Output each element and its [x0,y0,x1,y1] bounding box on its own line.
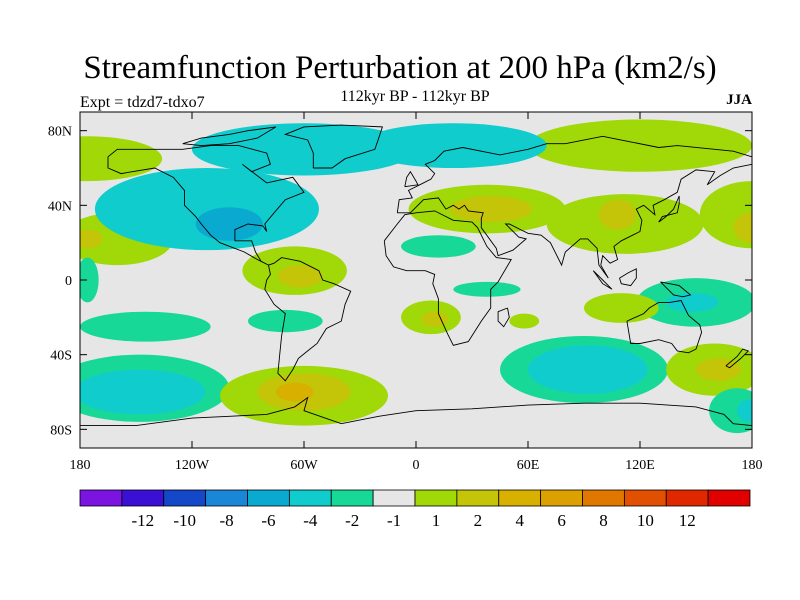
contour-region [192,123,416,176]
colorbar-label: -4 [303,511,318,530]
colorbar-label: 10 [637,511,654,530]
coastline-segment [80,396,752,427]
contour-region [666,293,719,312]
coastline-segment [619,268,637,287]
colorbar: -12 -10 -8 -6 -4 -2 -1 1 2 4 6 8 10 12 [79,489,751,530]
colorbar-swatch [288,489,332,507]
contour-region [80,136,163,182]
x-tick-label: 60W [290,458,318,473]
colorbar-swatch [330,489,374,507]
x-tick-label: 60E [517,458,540,473]
colorbar-label: -1 [387,511,401,530]
colorbar-swatch [205,489,248,507]
coastline-segment [658,195,680,223]
colorbar-label: 6 [557,511,566,530]
coastline-segment [725,348,750,369]
colorbar-label: -8 [219,511,233,530]
colorbar-swatch [623,489,667,507]
coastline-segment [107,145,305,266]
colorbar-label: 1 [432,511,441,530]
contour-region [737,399,752,422]
colorbar-label: -6 [261,511,275,530]
colorbar-swatch [121,489,165,507]
contour-region [80,257,99,303]
contour-region [80,311,211,342]
contour-region [709,388,752,434]
contour-region [528,119,752,172]
coastline-segment [397,163,752,279]
contour-region [108,380,183,404]
coastline-segment [383,210,512,346]
plot-subtitle: 112kyr BP - 112kyr BP [340,88,490,105]
y-tick-label: 40N [48,199,72,214]
coastline-segment [283,124,384,169]
x-tick-label: 180 [70,458,91,473]
colorbar-label: -2 [345,511,359,530]
coastlines [80,124,752,427]
contour-region [388,130,500,161]
x-tick-label: 120E [625,458,655,473]
colorbar-swatch [707,489,751,507]
colorbar-label: -12 [131,511,154,530]
experiment-label: Expt = tdzd7-tdxo7 [80,94,205,111]
contour-region [598,199,637,230]
y-tick-label: 40S [50,349,72,364]
season-label: JJA [726,92,752,108]
plot-title: Streamfunction Perturbation at 200 hPa (… [83,50,717,86]
colorbar-label: -10 [173,511,196,530]
x-tick-label: 180 [742,458,763,473]
contour-region [696,358,741,381]
x-tick-label: 0 [413,458,420,473]
contour-region [509,313,540,329]
contour-region [277,265,323,288]
contour-region [528,345,648,394]
colorbar-swatch [414,489,458,507]
coastline-segment [264,257,352,382]
colorbar-swatch [665,489,709,507]
y-tick-label: 80S [50,423,72,438]
x-tick-label: 120W [175,458,210,473]
colorbar-swatch [372,489,416,507]
contour-region [449,196,532,223]
colorbar-swatch [163,489,207,507]
contour-region [733,212,752,243]
coastline-segment [660,281,692,298]
coastline-segment [396,135,752,213]
colorbar-swatch [540,489,583,507]
colorbar-swatch [79,489,123,507]
colorbar-swatch [247,489,290,507]
colorbar-label: 4 [515,511,524,530]
colorbar-swatch [582,489,625,507]
colorbar-swatch [456,489,500,507]
contour-region [584,293,659,323]
contour-region [401,235,476,258]
coastline-segment [182,126,277,147]
colorbar-label: 2 [474,511,483,530]
colorbar-swatch [498,489,542,507]
contour-region [421,311,448,327]
y-tick-label: 0 [65,274,72,289]
contour-region [276,382,314,402]
coastline-segment [497,307,510,328]
y-tick-label: 80N [48,125,72,140]
contour-region [453,281,521,297]
coastline-segment [404,170,419,188]
contour-region [248,309,323,333]
colorbar-label: 8 [599,511,608,530]
coastline-segment [626,300,703,354]
axis-ticks: 180 120W 60W 0 60E 120E 180 80N 40N 0 40S 80S [48,112,763,473]
coastline-segment [592,270,613,290]
contour-region [80,229,103,249]
contour-region [195,207,263,241]
colorbar-label: 12 [679,511,696,530]
